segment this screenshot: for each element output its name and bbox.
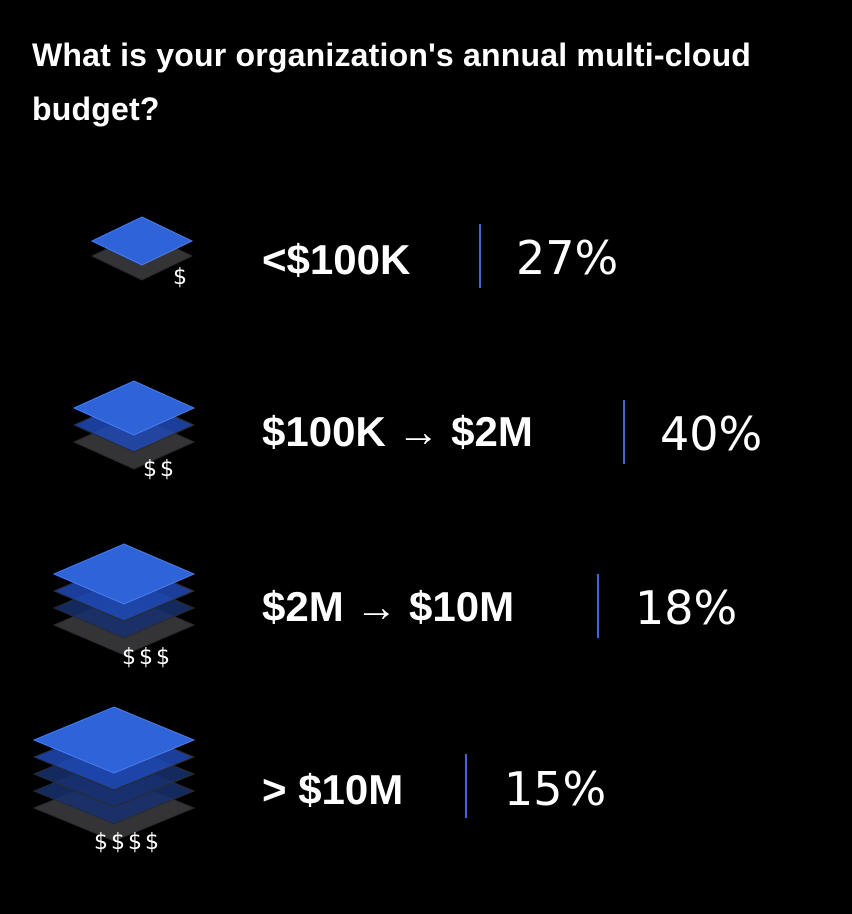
stack-layer: [32, 706, 196, 774]
budget-row: $$$ $2M → $10M 18%: [0, 536, 852, 686]
percentage-value: 18%: [635, 581, 738, 635]
budget-row: $$ $100K → $2M 40%: [0, 362, 852, 512]
layer-stack-icon: [32, 706, 196, 842]
budget-range-label: $100K → $2M: [262, 408, 533, 455]
dollar-tier-symbol: $: [173, 265, 190, 290]
budget-range-label: <$100K: [262, 236, 411, 283]
stack-layer: [52, 543, 196, 605]
budget-row: $ <$100K 27%: [0, 190, 852, 340]
layer-stack-icon: [90, 216, 194, 281]
divider: [479, 224, 481, 288]
budget-range-label: > $10M: [262, 766, 404, 813]
dollar-tier-symbol: $$$: [122, 645, 173, 670]
dollar-tier-symbol: $$: [143, 457, 177, 482]
layer-stack-icon: [52, 543, 196, 656]
percentage-value: 15%: [504, 762, 607, 816]
chart-title: What is your organization's annual multi…: [32, 37, 752, 127]
percentage-value: 27%: [516, 231, 619, 285]
divider: [623, 400, 625, 464]
stack-layer: [72, 380, 196, 436]
divider: [465, 754, 467, 818]
dollar-tier-symbol: $$$$: [94, 830, 162, 855]
budget-range-label: $2M → $10M: [262, 583, 515, 630]
budget-row: $$$$ > $10M 15%: [0, 706, 852, 856]
percentage-value: 40%: [660, 407, 763, 461]
divider: [597, 574, 599, 638]
layer-stack-icon: [72, 380, 196, 470]
stack-layer: [90, 216, 194, 266]
